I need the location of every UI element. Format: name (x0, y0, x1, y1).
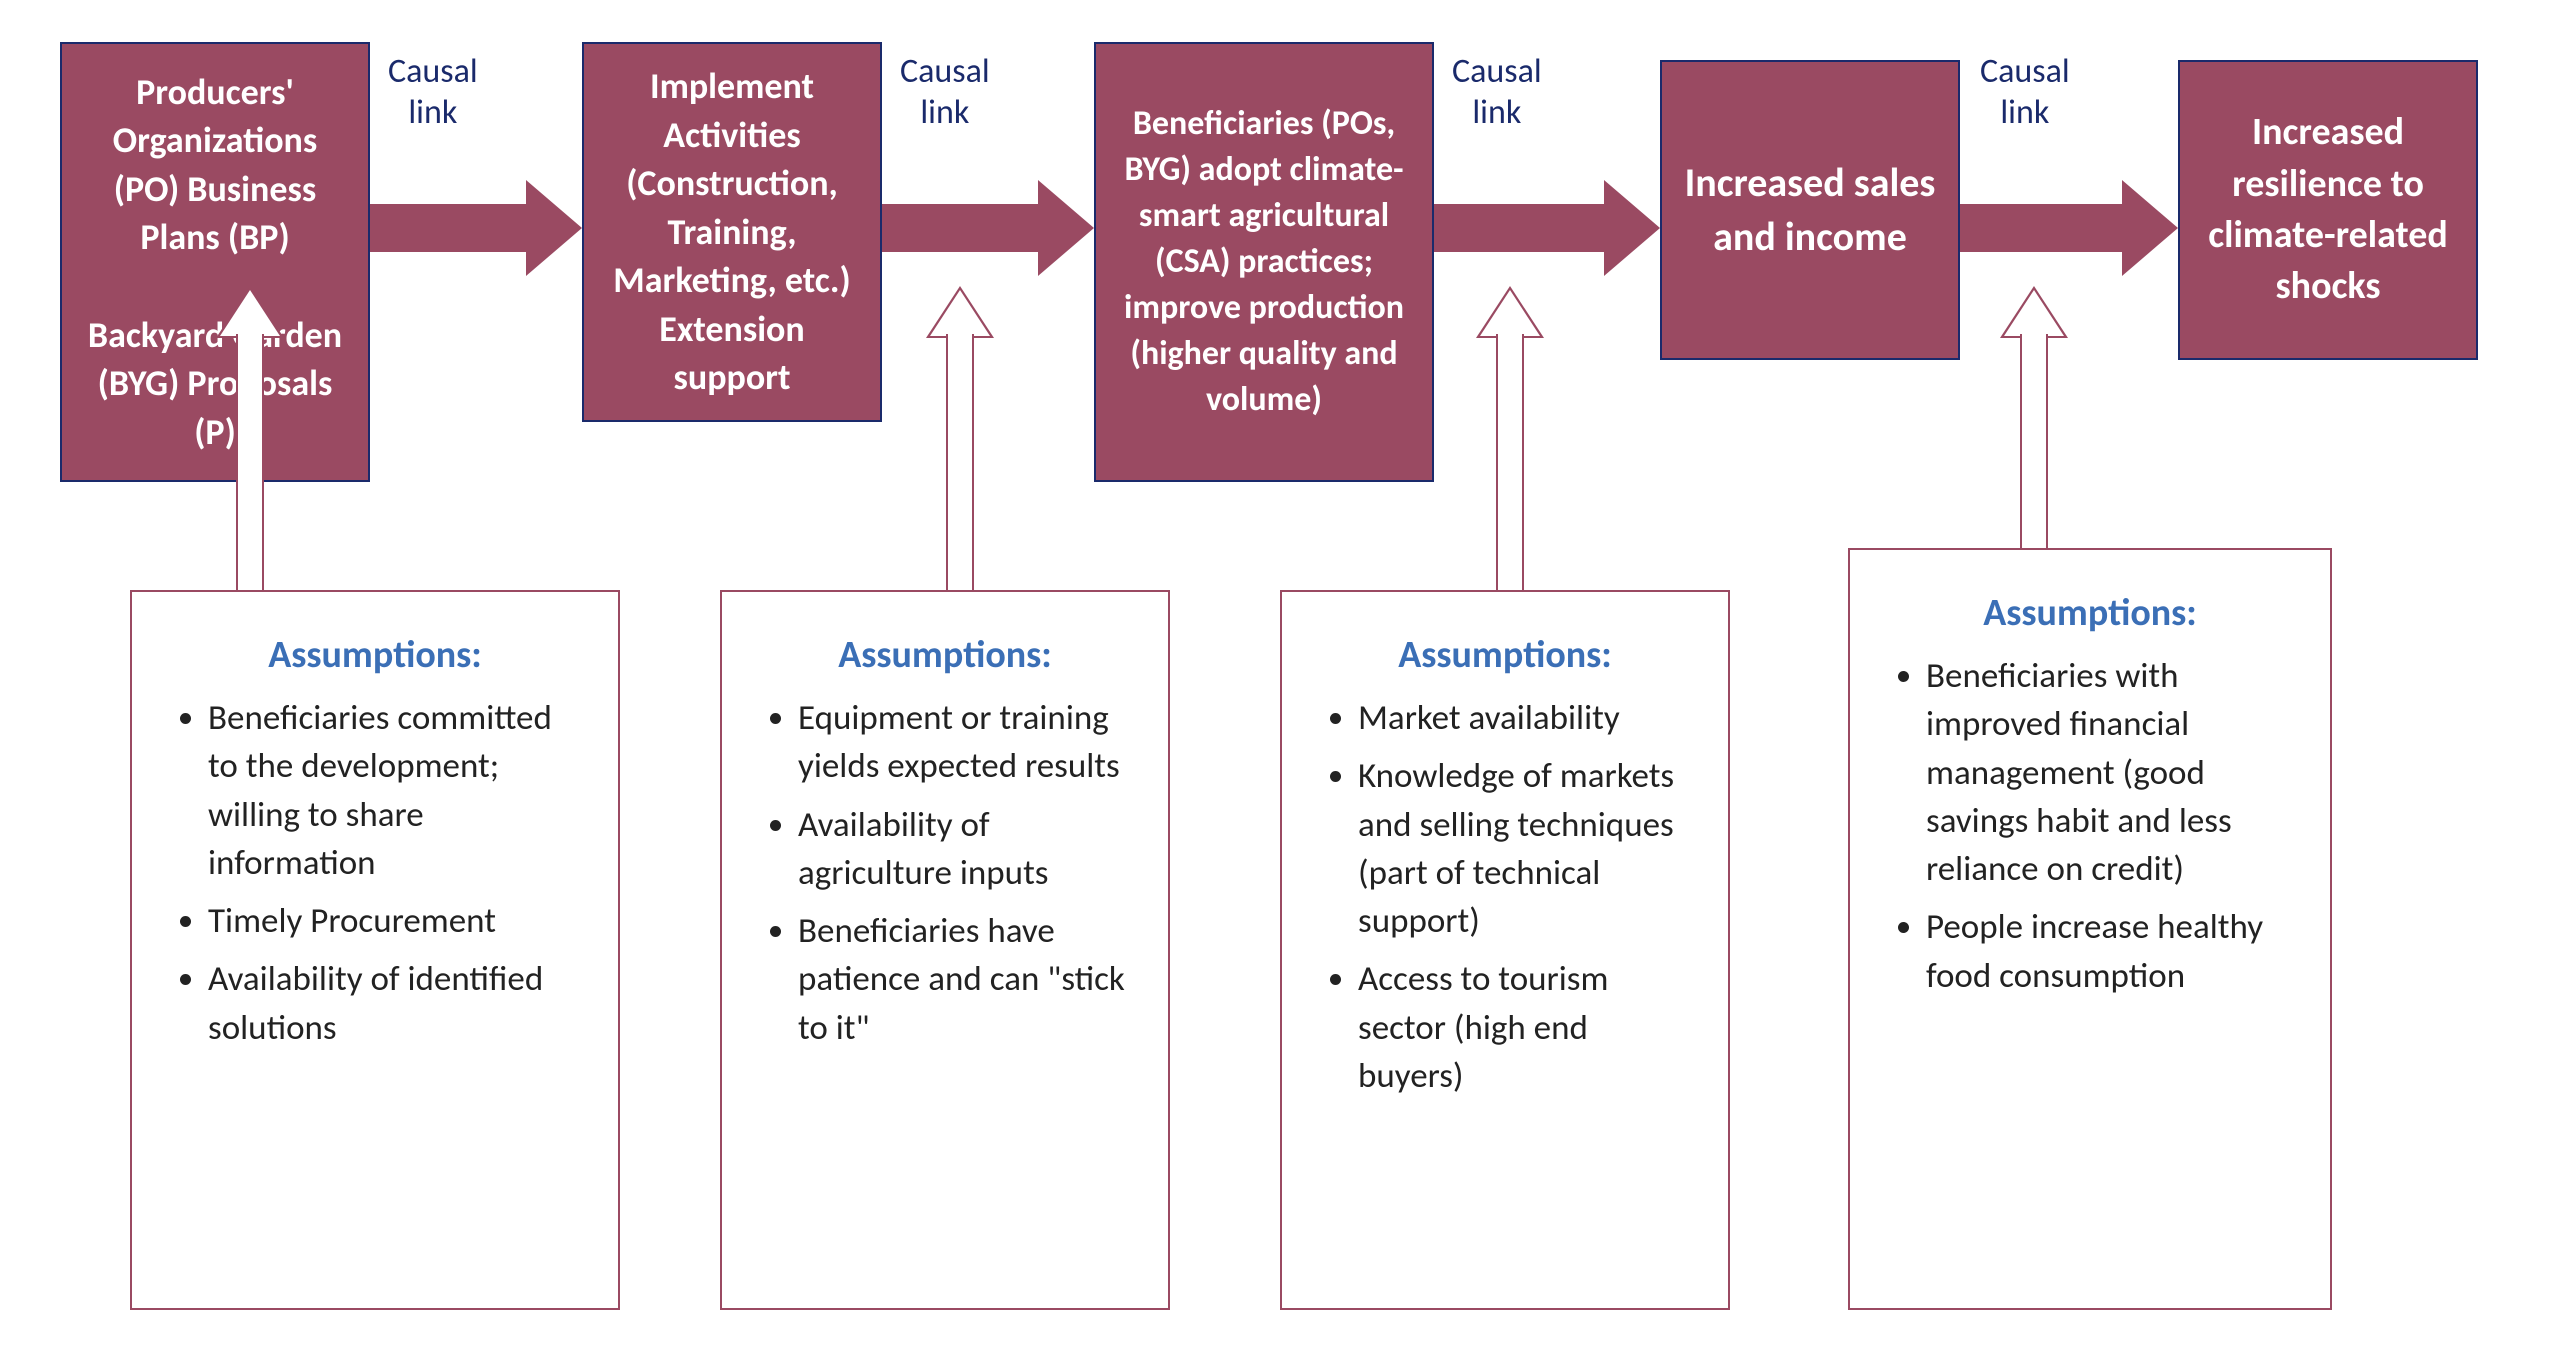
causal-link-text: Causallink (388, 52, 478, 134)
assumption-box: Assumptions: Beneficiaries committed to t… (130, 590, 620, 1310)
assumption-up-arrow (1480, 290, 1540, 590)
assumption-list: Equipment or training yields expected re… (758, 694, 1132, 1052)
flow-node-n2: Implement Activities (Construction, Trai… (582, 42, 882, 422)
up-arrow-head-icon (930, 290, 990, 336)
assumption-item: Beneficiaries committed to the developme… (208, 694, 582, 887)
assumption-item: Availability of agriculture inputs (798, 801, 1132, 898)
causal-arrow (1960, 180, 2178, 276)
up-arrow-head-icon (1480, 290, 1540, 336)
up-arrow-head-icon (220, 290, 280, 336)
assumption-item: Knowledge of markets and selling techniq… (1358, 752, 1692, 945)
arrow-head-icon (1604, 180, 1660, 276)
assumption-item: People increase healthy food consumption (1926, 903, 2294, 1000)
assumption-item: Equipment or training yields expected re… (798, 694, 1132, 791)
causal-link-label: Causallink (1980, 52, 2070, 134)
assumption-box: Assumptions: Beneficiaries with improved … (1848, 548, 2332, 1310)
flow-node-n5: Increased resilience to climate-related … (2178, 60, 2478, 360)
up-arrow-shaft (1496, 334, 1524, 590)
flow-node-text: Implement Activities (Construction, Trai… (602, 62, 862, 402)
assumption-title: Assumptions: (1886, 590, 2294, 636)
assumption-up-arrow (2004, 290, 2064, 548)
flow-node-n1: Producers' Organizations (PO) Business P… (60, 42, 370, 482)
assumption-title: Assumptions: (168, 632, 582, 678)
flow-node-n3: Beneficiaries (POs, BYG) adopt climate-s… (1094, 42, 1434, 482)
assumption-item: Access to tourism sector (high end buyer… (1358, 955, 1692, 1100)
assumption-item: Timely Procurement (208, 897, 582, 945)
causal-link-text: Causallink (900, 52, 990, 134)
assumption-item: Beneficiaries have patience and can "sti… (798, 907, 1132, 1052)
assumption-list: Market availability Knowledge of markets … (1318, 694, 1692, 1100)
arrow-shaft (370, 204, 526, 252)
causal-link-text: Causallink (1980, 52, 2070, 134)
assumption-up-arrow (220, 290, 280, 590)
up-arrow-shaft (2020, 334, 2048, 548)
assumption-title: Assumptions: (1318, 632, 1692, 678)
up-arrow-shaft (946, 334, 974, 590)
arrow-head-icon (526, 180, 582, 276)
causal-link-label: Causallink (388, 52, 478, 134)
assumption-title: Assumptions: (758, 632, 1132, 678)
causal-link-text: Causallink (1452, 52, 1542, 134)
assumption-item: Availability of identified solutions (208, 955, 582, 1052)
arrow-shaft (1434, 204, 1604, 252)
assumption-list: Beneficiaries committed to the developme… (168, 694, 582, 1052)
assumption-box: Assumptions: Equipment or training yields… (720, 590, 1170, 1310)
flow-node-text: Increased sales and income (1680, 156, 1940, 264)
causal-arrow (370, 180, 582, 276)
flow-node-n4: Increased sales and income (1660, 60, 1960, 360)
flow-node-text: Beneficiaries (POs, BYG) adopt climate-s… (1114, 101, 1414, 422)
causal-link-label: Causallink (1452, 52, 1542, 134)
causal-arrow (882, 180, 1094, 276)
assumption-item: Market availability (1358, 694, 1692, 742)
arrow-shaft (882, 204, 1038, 252)
assumption-item: Beneficiaries with improved financial ma… (1926, 652, 2294, 893)
causal-link-label: Causallink (900, 52, 990, 134)
causal-arrow (1434, 180, 1660, 276)
arrow-head-icon (2122, 180, 2178, 276)
flow-node-text: Producers' Organizations (PO) Business P… (80, 68, 350, 457)
assumption-box: Assumptions: Market availability Knowledge… (1280, 590, 1730, 1310)
assumption-up-arrow (930, 290, 990, 590)
flow-node-text: Increased resilience to climate-related … (2198, 107, 2458, 312)
up-arrow-head-icon (2004, 290, 2064, 336)
assumption-list: Beneficiaries with improved financial ma… (1886, 652, 2294, 1000)
arrow-shaft (1960, 204, 2122, 252)
arrow-head-icon (1038, 180, 1094, 276)
up-arrow-shaft (236, 334, 264, 590)
